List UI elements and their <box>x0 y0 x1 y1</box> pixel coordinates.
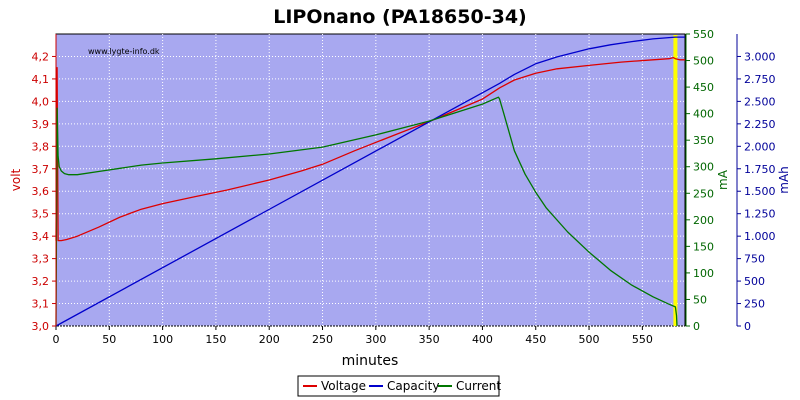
series-line-voltage <box>55 56 685 242</box>
series-line-capacity <box>55 36 685 327</box>
volt-tick-label: 3,8 <box>32 140 50 153</box>
ma-tick-label: 450 <box>693 81 714 94</box>
plot-area <box>55 33 686 327</box>
x-tick-label: 450 <box>525 333 546 346</box>
x-tick-label: 500 <box>579 333 600 346</box>
ma-axis-ticks: 0 50 100 150 200 250 300 350 400 450 500 550 <box>686 28 714 333</box>
legend-entry: Capacity <box>387 379 439 393</box>
mah-tick-label: 2.250 <box>744 118 776 131</box>
ma-tick-label: 550 <box>693 28 714 41</box>
volt-tick-label: 3,1 <box>32 298 50 311</box>
ma-tick-label: 0 <box>693 320 700 333</box>
mah-tick-label: 250 <box>744 298 765 311</box>
x-axis-label: minutes <box>342 353 399 369</box>
ma-tick-label: 150 <box>693 240 714 253</box>
volt-axis-ticks: 3,0 3,1 3,2 3,3 3,4 3,5 3,6 3,7 3,8 3,9 4,0 4,1 4,2 <box>32 50 56 333</box>
ma-axis-label: mA <box>716 169 730 190</box>
legend-box <box>297 375 500 397</box>
legend: Voltage Capacity Current <box>297 375 501 397</box>
mah-axis-ticks: 0 250 500 750 1.000 1.250 1.500 1.750 2.000 2.250… <box>737 50 776 333</box>
volt-tick-label: 4,2 <box>32 50 50 63</box>
volt-tick-label: 3,9 <box>32 118 50 131</box>
mah-tick-label: 500 <box>744 275 765 288</box>
volt-tick-label: 3,4 <box>32 230 50 243</box>
mah-tick-label: 2.000 <box>744 140 776 153</box>
mah-tick-label: 0 <box>744 320 751 333</box>
x-tick-label: 100 <box>152 333 173 346</box>
x-tick-label: 50 <box>102 333 116 346</box>
volt-axis-label: volt <box>9 168 23 191</box>
volt-tick-label: 3,5 <box>32 208 50 221</box>
volt-tick-label: 3,2 <box>32 275 50 288</box>
ma-tick-label: 500 <box>693 55 714 68</box>
series-line-current <box>55 96 678 327</box>
x-tick-label: 0 <box>53 333 60 346</box>
mah-tick-label: 1.000 <box>744 230 776 243</box>
chart-title: LIPOnano (PA18650-34) <box>273 6 526 28</box>
ma-tick-label: 350 <box>693 134 714 147</box>
ma-tick-label: 250 <box>693 187 714 200</box>
volt-tick-label: 4,0 <box>32 95 50 108</box>
x-axis-ticks: 0 50 100 150 200 250 300 350 400 450 500 550 <box>53 326 653 346</box>
series-group <box>55 36 685 327</box>
mah-tick-label: 2.750 <box>744 73 776 86</box>
ma-tick-label: 100 <box>693 267 714 280</box>
volt-tick-label: 3,3 <box>32 253 50 266</box>
mah-tick-label: 1.750 <box>744 163 776 176</box>
mah-tick-label: 750 <box>744 253 765 266</box>
grid <box>55 34 685 327</box>
mah-tick-label: 2.500 <box>744 95 776 108</box>
mah-tick-label: 3.000 <box>744 50 776 63</box>
x-tick-label: 250 <box>312 333 333 346</box>
ma-tick-label: 50 <box>693 293 707 306</box>
mah-tick-label: 1.250 <box>744 208 776 221</box>
volt-tick-label: 3,0 <box>32 320 50 333</box>
volt-tick-label: 3,7 <box>32 163 50 176</box>
x-tick-label: 400 <box>472 333 493 346</box>
volt-tick-label: 4,1 <box>32 73 50 86</box>
x-tick-label: 150 <box>205 333 226 346</box>
x-tick-label: 300 <box>365 333 386 346</box>
x-tick-label: 550 <box>632 333 653 346</box>
x-tick-label: 200 <box>259 333 280 346</box>
legend-entry: Voltage <box>321 379 366 393</box>
watermark: www.lygte-info.dk <box>88 47 160 56</box>
volt-tick-label: 3,6 <box>32 185 50 198</box>
ma-tick-label: 400 <box>693 108 714 121</box>
ma-tick-label: 200 <box>693 214 714 227</box>
legend-entry: Current <box>456 379 501 393</box>
x-tick-label: 350 <box>419 333 440 346</box>
ma-tick-label: 300 <box>693 161 714 174</box>
mah-tick-label: 1.500 <box>744 185 776 198</box>
mah-axis-label: mAh <box>777 166 791 194</box>
